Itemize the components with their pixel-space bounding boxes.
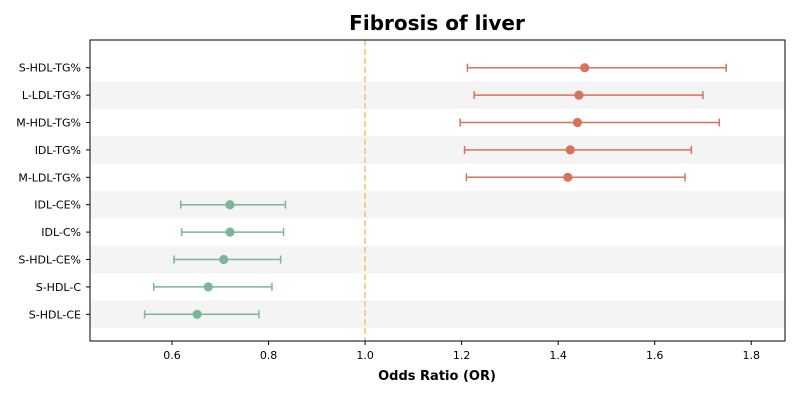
ci-m-ldl-tg- <box>465 172 686 182</box>
y-tick-label: S-HDL-CE% <box>18 254 81 267</box>
ci-s-hdl-c <box>152 282 273 292</box>
x-tick-label: 1.8 <box>742 349 760 362</box>
ci-idl-tg- <box>463 145 693 155</box>
x-axis: 0.6 0.8 1.0 1.2 1.4 1.6 1.8 <box>163 341 760 362</box>
ci-s-hdl-ce- <box>173 254 282 265</box>
x-axis-label: Odds Ratio (OR) <box>378 369 496 384</box>
y-tick-label: L-LDL-TG% <box>22 89 81 102</box>
or-point <box>580 63 590 73</box>
y-tick-label: M-HDL-TG% <box>16 117 81 130</box>
ci-m-hdl-tg- <box>459 117 721 128</box>
confidence-intervals <box>143 63 727 319</box>
or-point <box>192 309 202 319</box>
or-point <box>225 200 235 210</box>
y-tick-label: S-HDL-CE <box>29 308 81 321</box>
or-point <box>225 227 235 237</box>
ci-idl-ce- <box>179 200 287 210</box>
x-tick-label: 1.0 <box>356 349 374 362</box>
y-tick-label: IDL-C% <box>41 226 81 239</box>
or-point <box>563 172 573 182</box>
x-tick-label: 1.2 <box>453 349 471 362</box>
ci-l-ldl-tg- <box>473 90 704 100</box>
y-axis: S-HDL-TG% L-LDL-TG% M-HDL-TG% IDL-TG% M-LDL-… <box>16 62 90 321</box>
x-tick-label: 0.8 <box>260 349 278 362</box>
x-tick-label: 1.6 <box>646 349 664 362</box>
or-point <box>203 282 213 292</box>
x-tick-label: 1.4 <box>549 349 567 362</box>
y-tick-label: IDL-TG% <box>35 144 81 157</box>
ci-s-hdl-tg- <box>466 63 727 73</box>
or-point <box>574 90 584 100</box>
ci-idl-c- <box>180 227 285 237</box>
plot-frame <box>89 39 786 342</box>
or-point <box>572 117 583 128</box>
chart-title: Fibrosis of liver <box>349 11 525 35</box>
y-tick-label: S-HDL-C <box>36 281 82 294</box>
or-point <box>219 254 229 265</box>
y-tick-label: IDL-CE% <box>34 199 81 212</box>
x-tick-label: 0.6 <box>163 349 181 362</box>
or-point <box>565 145 575 155</box>
y-tick-label: M-LDL-TG% <box>18 171 81 184</box>
ci-s-hdl-ce <box>143 309 260 319</box>
y-tick-label: S-HDL-TG% <box>19 62 81 75</box>
